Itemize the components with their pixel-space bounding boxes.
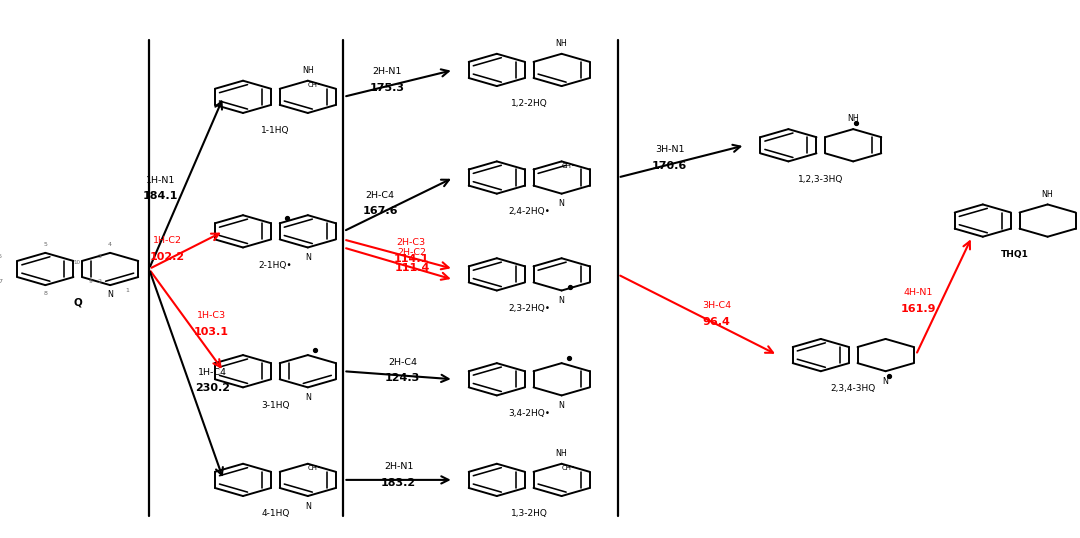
Text: 114.1: 114.1 xyxy=(393,254,429,264)
Text: NH: NH xyxy=(556,449,567,458)
Text: 2H-C2: 2H-C2 xyxy=(397,248,427,257)
Text: 161.9: 161.9 xyxy=(901,304,936,314)
Text: 5: 5 xyxy=(43,242,48,247)
Text: 1-1HQ: 1-1HQ xyxy=(261,126,289,135)
Text: N: N xyxy=(882,377,889,386)
Text: N: N xyxy=(305,253,311,262)
Text: 2,3-2HQ•: 2,3-2HQ• xyxy=(508,304,551,313)
Text: 1,2-2HQ: 1,2-2HQ xyxy=(511,100,548,108)
Text: N: N xyxy=(107,290,113,299)
Text: CH•: CH• xyxy=(308,465,322,471)
Text: CH•: CH• xyxy=(562,162,576,169)
Text: 3H-C4: 3H-C4 xyxy=(702,301,731,310)
Text: NH: NH xyxy=(848,115,859,123)
Text: 96.4: 96.4 xyxy=(703,316,730,327)
Text: 1: 1 xyxy=(125,288,130,293)
Text: NH: NH xyxy=(302,66,313,75)
Text: 102.2: 102.2 xyxy=(150,252,185,262)
Text: CH•: CH• xyxy=(308,82,322,88)
Text: N: N xyxy=(558,200,565,208)
Text: 2: 2 xyxy=(97,279,102,284)
Text: 7: 7 xyxy=(0,279,2,284)
Text: 2-1HQ•: 2-1HQ• xyxy=(258,261,293,270)
Text: 4: 4 xyxy=(108,242,112,247)
Text: 2H-C4: 2H-C4 xyxy=(365,190,394,200)
Text: 1,3-2HQ: 1,3-2HQ xyxy=(511,509,548,518)
Text: 111.4: 111.4 xyxy=(394,264,430,273)
Text: 124.3: 124.3 xyxy=(384,373,420,384)
Text: 230.2: 230.2 xyxy=(194,383,230,393)
Text: 1H-N1: 1H-N1 xyxy=(146,175,175,185)
Text: 1H-C2: 1H-C2 xyxy=(153,236,181,245)
Text: 2,3,4-3HQ: 2,3,4-3HQ xyxy=(831,385,876,393)
Text: 1,2,3-3HQ: 1,2,3-3HQ xyxy=(798,175,843,183)
Text: 8: 8 xyxy=(43,291,48,296)
Text: 2,4-2HQ•: 2,4-2HQ• xyxy=(509,207,550,216)
Text: 4-1HQ: 4-1HQ xyxy=(261,509,289,518)
Text: NH: NH xyxy=(1042,190,1053,199)
Text: 2H-C4: 2H-C4 xyxy=(388,358,417,367)
Text: 175.3: 175.3 xyxy=(369,83,404,93)
Text: 4H-N1: 4H-N1 xyxy=(904,288,933,298)
Text: 2H-N1: 2H-N1 xyxy=(373,67,402,76)
Text: 2H-N1: 2H-N1 xyxy=(383,462,414,471)
Text: 184.1: 184.1 xyxy=(143,192,178,201)
Text: 3H-N1: 3H-N1 xyxy=(654,145,685,154)
Text: CH•: CH• xyxy=(562,465,576,471)
Text: 1H-C4: 1H-C4 xyxy=(198,367,227,377)
Text: 1H-C3: 1H-C3 xyxy=(197,311,226,320)
Text: N: N xyxy=(305,502,311,511)
Text: NH: NH xyxy=(556,39,567,48)
Text: THQ1: THQ1 xyxy=(1001,250,1029,259)
Text: 2H-C3: 2H-C3 xyxy=(396,238,426,247)
Text: 9: 9 xyxy=(89,279,93,284)
Text: 183.2: 183.2 xyxy=(381,478,416,488)
Text: 3-1HQ: 3-1HQ xyxy=(261,401,289,409)
Text: Q: Q xyxy=(73,298,82,308)
Text: N: N xyxy=(305,393,311,402)
Text: 103.1: 103.1 xyxy=(193,327,229,337)
Text: N: N xyxy=(558,296,565,305)
Text: 3: 3 xyxy=(97,254,102,259)
Text: N: N xyxy=(558,401,565,410)
Text: 170.6: 170.6 xyxy=(652,161,687,171)
Text: 3,4-2HQ•: 3,4-2HQ• xyxy=(508,409,551,417)
Text: 6: 6 xyxy=(0,254,2,259)
Text: 167.6: 167.6 xyxy=(362,206,397,216)
Text: 10: 10 xyxy=(73,259,80,265)
